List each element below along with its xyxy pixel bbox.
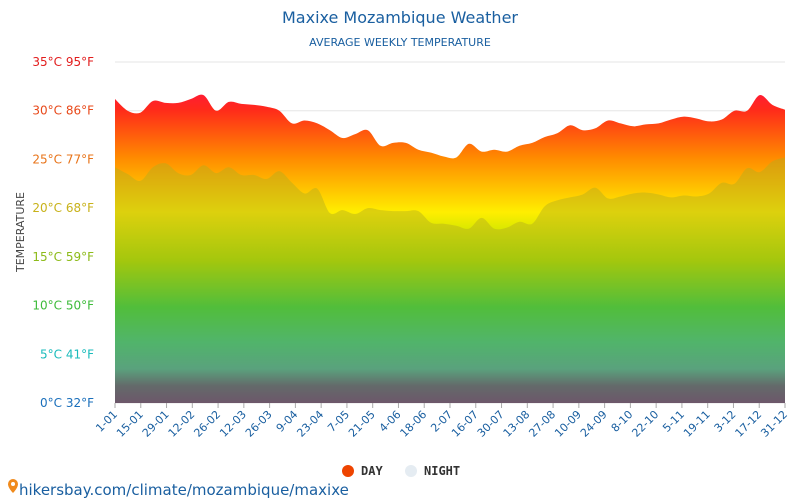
x-tick-label: 29-01 (140, 408, 172, 440)
x-tick-label: 15-01 (114, 408, 146, 440)
y-tick-label: 0°C 32°F (40, 396, 94, 410)
y-axis-title: TEMPERATURE (14, 192, 27, 273)
y-tick-label: 35°C 95°F (32, 55, 94, 69)
x-tick-label: 12-02 (166, 408, 198, 440)
legend-night-marker (405, 465, 417, 477)
x-tick-label: 31-12 (758, 408, 790, 440)
map-pin-dot (11, 482, 15, 486)
x-axis-labels: 1-0115-0129-0112-0226-0212-0326-039-0423… (93, 403, 790, 440)
x-tick-label: 22-10 (629, 408, 661, 440)
x-tick-label: 12-03 (217, 408, 249, 440)
day-series-area (115, 94, 785, 404)
x-tick-label: 10-09 (552, 408, 584, 440)
x-tick-label: 19-11 (681, 408, 713, 440)
legend-day-marker (342, 465, 354, 477)
x-tick-label: 13-08 (501, 408, 533, 440)
legend-day-label: DAY (361, 464, 383, 478)
legend-item-night[interactable]: NIGHT (405, 464, 460, 478)
x-tick-label: 27-08 (526, 408, 558, 440)
x-tick-label: 26-02 (191, 408, 223, 440)
legend-night-label: NIGHT (424, 464, 460, 478)
x-tick-label: 18-06 (398, 408, 430, 440)
x-tick-label: 21-05 (346, 408, 378, 440)
x-tick-label: 24-09 (578, 408, 610, 440)
y-axis-labels: 35°C 95°F 30°C 86°F 25°C 77°F 20°C 68°F 15°C… (32, 55, 94, 410)
x-tick-label: 30-07 (475, 408, 507, 440)
chart-title: Maxixe Mozambique Weather (282, 8, 518, 27)
y-tick-label: 10°C 50°F (32, 299, 94, 313)
footer-url[interactable]: hikersbay.com/climate/mozambique/maxixe (19, 481, 349, 499)
y-tick-label: 20°C 68°F (32, 201, 94, 215)
x-tick-label: 23-04 (294, 408, 326, 440)
y-tick-label: 15°C 59°F (32, 250, 94, 264)
x-tick-label: 26-03 (243, 408, 275, 440)
legend: DAY NIGHT (342, 464, 460, 478)
x-tick-label: 16-07 (449, 408, 481, 440)
y-tick-label: 5°C 41°F (40, 347, 94, 361)
legend-item-day[interactable]: DAY (342, 464, 383, 478)
y-tick-label: 25°C 77°F (32, 152, 94, 166)
x-tick-label: 17-12 (733, 408, 765, 440)
chart-subtitle: AVERAGE WEEKLY TEMPERATURE (309, 36, 491, 49)
footer-link[interactable]: hikersbay.com/climate/mozambique/maxixe (8, 479, 349, 499)
y-tick-label: 30°C 86°F (32, 104, 94, 118)
night-series-area (115, 157, 785, 403)
